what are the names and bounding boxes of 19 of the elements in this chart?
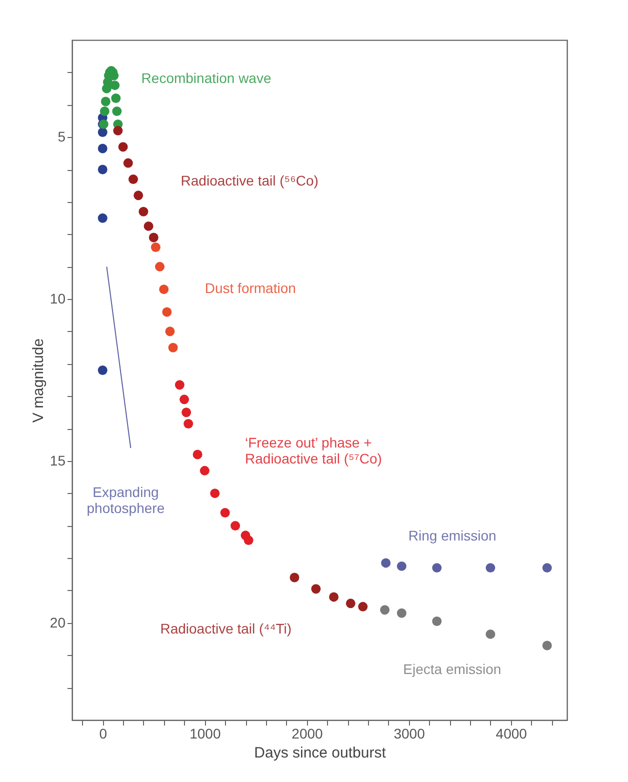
y-tick-label: 15 [50,452,66,468]
x-tick-label: 4000 [496,726,528,742]
series-label: Recombination wave [141,70,272,86]
y-tick-label: 5 [58,128,66,145]
y-tick-label: 20 [50,614,66,630]
x-tick-label: 0 [99,726,108,742]
text: Radioactive tail (⁵⁶Co) [180,172,318,188]
x-tick-label: 3000 [394,726,426,742]
x-axis-title: Days since outburst [254,744,387,762]
text: ‘Freeze out’ phase + Radioactive tail (⁵⁷Co) [245,434,382,466]
text: Radioactive tail (⁴⁴Ti) [160,620,292,637]
text: Dust formation [204,280,296,296]
series-label: Ejecta emission [403,660,502,677]
text: Expanding photosphere [86,484,165,516]
series-label: Ring emission [408,528,496,544]
y-axis-title: V magnitude [30,338,47,423]
x-tick-label: 1000 [190,726,221,742]
x-tick-label: 2000 [292,726,324,742]
y-tick-label: 10 [50,290,66,307]
